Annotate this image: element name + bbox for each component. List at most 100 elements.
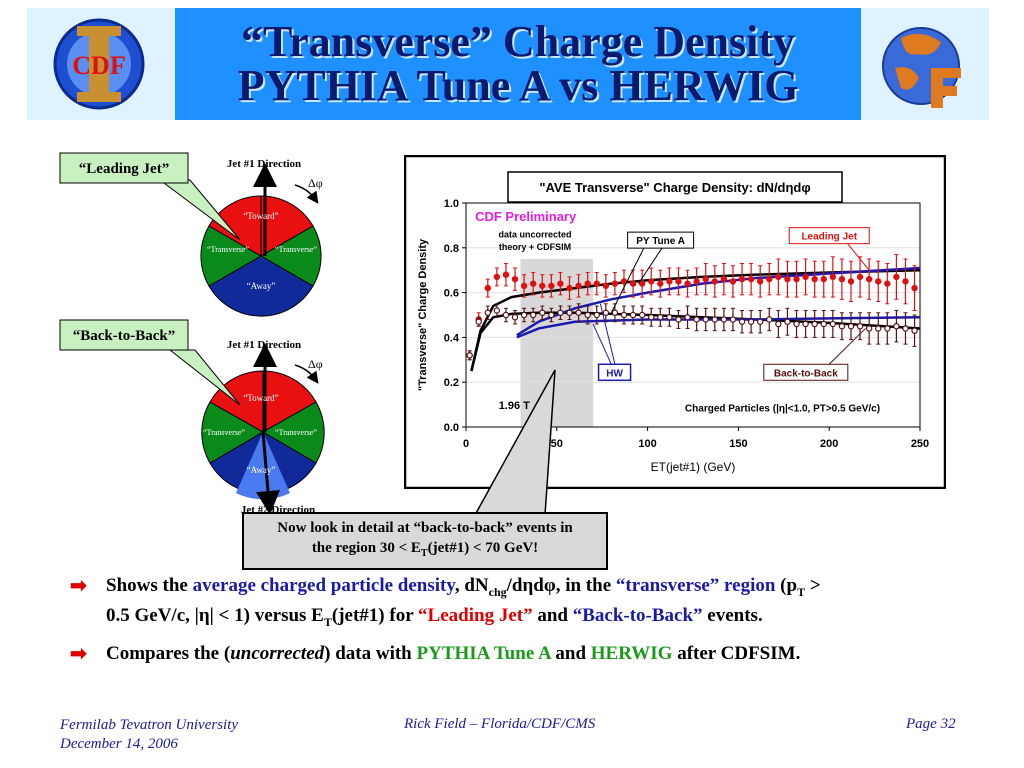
cdf-logo-icon: CDF: [53, 18, 145, 110]
point-leading-jet: [856, 273, 864, 281]
bullet-1-text: Shows the average charged particle densi…: [106, 574, 970, 634]
point-back-to-back: [902, 325, 909, 332]
point-back-to-back: [793, 320, 800, 328]
point-leading-jet: [493, 273, 501, 281]
point-leading-jet: [557, 280, 564, 287]
point-leading-jet: [829, 273, 837, 281]
point-back-to-back: [911, 327, 918, 334]
text: “Back-to-Back”: [572, 604, 703, 626]
preliminary-label: CDF Preliminary: [475, 209, 577, 224]
bullet-2: ➡ Compares the (uncorrected) data with P…: [70, 642, 970, 666]
top-toward-label: “Toward”: [243, 211, 278, 221]
uf-globe-icon: [882, 27, 961, 108]
point-back-to-back: [602, 309, 610, 316]
chart-title: "AVE Transverse" Charge Density: dN/dηdφ: [539, 180, 810, 195]
point-back-to-back: [520, 311, 528, 319]
point-back-to-back: [657, 314, 664, 321]
point-leading-jet: [720, 275, 728, 283]
point-leading-jet: [638, 280, 646, 287]
point-leading-jet: [502, 271, 510, 278]
text: uncorrected: [230, 643, 325, 664]
b2b-pointer: [828, 328, 866, 365]
hw-pointer: [592, 323, 612, 365]
leading-pointer: [846, 243, 870, 271]
point-leading-jet: [847, 278, 855, 285]
chart-frame: [404, 155, 946, 489]
point-back-to-back: [729, 316, 737, 323]
point-leading-jet: [548, 282, 555, 290]
point-back-to-back: [566, 309, 573, 316]
point-back-to-back: [575, 309, 582, 316]
callout-text: (jet#1) < 70 GeV!: [427, 540, 539, 556]
x-tick-label: 150: [729, 438, 747, 450]
point-back-to-back: [484, 309, 491, 316]
jet2-direction-label: Jet #2 Direction: [241, 504, 315, 515]
callout-sub: T: [420, 548, 428, 559]
point-leading-jet: [584, 280, 591, 287]
point-leading-jet: [693, 278, 700, 285]
text: “Leading Jet”: [418, 604, 533, 626]
curve-py-tune-a: [470, 268, 921, 372]
point-leading-jet: [684, 280, 691, 287]
point-leading-jet: [766, 275, 773, 283]
point-leading-jet: [802, 273, 809, 281]
point-leading-jet: [484, 284, 491, 292]
point-back-to-back: [711, 316, 718, 323]
point-back-to-back: [720, 316, 728, 323]
charge-density-chart: "AVE Transverse" Charge Density: dN/dηdφ…: [404, 155, 946, 489]
plot-area: [465, 202, 921, 428]
bottom-dphi-label: Δφ: [308, 357, 323, 371]
point-back-to-back: [856, 322, 864, 330]
text: after CDFSIM.: [672, 643, 801, 664]
point-back-to-back: [529, 311, 537, 319]
text: “transverse” region: [615, 575, 776, 596]
point-leading-jet: [784, 275, 791, 283]
point-leading-jet: [747, 275, 755, 283]
point-back-to-back: [811, 320, 818, 328]
curve-hw: [516, 315, 921, 339]
point-leading-jet: [729, 278, 737, 285]
text: chg: [488, 584, 507, 599]
point-leading-jet: [629, 280, 637, 287]
point-back-to-back: [747, 318, 755, 325]
point-back-to-back: [702, 316, 709, 323]
point-back-to-back: [675, 316, 682, 323]
point-leading-jet: [865, 275, 873, 283]
point-leading-jet: [820, 275, 827, 283]
note-label: theory + CDFSIM: [499, 242, 571, 252]
point-leading-jet: [738, 275, 746, 283]
point-leading-jet: [575, 282, 582, 290]
point-leading-jet: [520, 282, 528, 290]
cdf-logo: CDF: [27, 8, 175, 120]
callout-pointer: [473, 369, 556, 516]
leading-jet-tag: “Leading Jet”: [79, 161, 169, 177]
page-title: “Transverse” Charge Density PYTHIA Tune …: [177, 20, 859, 108]
point-leading-jet: [884, 280, 891, 287]
point-leading-jet: [539, 282, 546, 290]
point-back-to-back: [493, 307, 501, 314]
point-back-to-back: [829, 320, 837, 328]
top-transverse-left-label: “Transverse”: [207, 245, 249, 254]
point-back-to-back: [539, 309, 546, 316]
title-line-2: PYTHIA Tune A vs HERWIG: [237, 61, 799, 110]
text: ) data with: [324, 643, 417, 664]
x-tick-label: 100: [638, 438, 656, 450]
point-leading-jet: [511, 275, 519, 283]
point-back-to-back: [593, 311, 600, 319]
note-label: data uncorrected: [498, 230, 571, 240]
bottom-transverse-left-label: “Transverse”: [203, 428, 245, 437]
y-axis-label: "Transverse" Charge Density: [417, 238, 429, 391]
bottom-toward-label: “Toward”: [243, 393, 278, 403]
title-line-1: “Transverse” Charge Density: [241, 17, 795, 66]
bullet-1: ➡ Shows the average charged particle den…: [70, 574, 970, 634]
point-back-to-back: [847, 322, 855, 330]
point-back-to-back: [548, 311, 555, 319]
text: and: [550, 643, 591, 664]
point-back-to-back: [557, 309, 564, 316]
text: /dηdφ, in the: [506, 575, 616, 596]
chart-title-box: [507, 171, 843, 203]
point-back-to-back: [838, 322, 846, 330]
leading-jet-label-box: [788, 227, 870, 245]
y-tick-label: 0.2: [444, 377, 459, 389]
point-leading-jet: [593, 280, 600, 287]
